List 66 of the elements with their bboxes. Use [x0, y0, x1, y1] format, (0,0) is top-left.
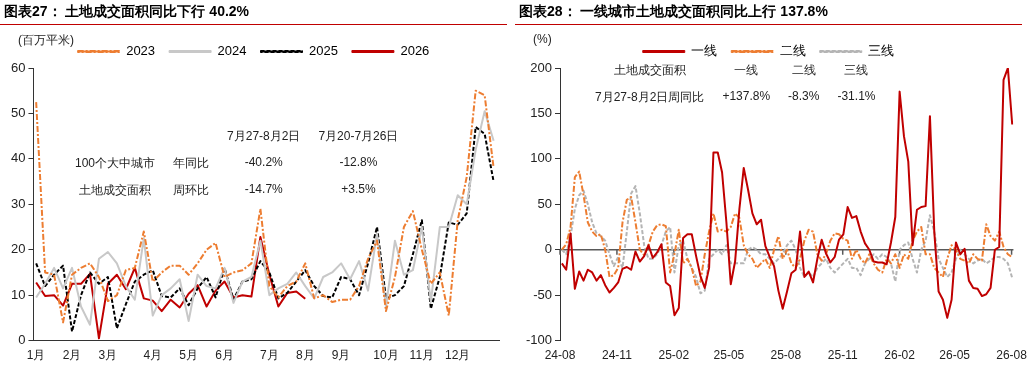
x-tick-label: 25-05 — [713, 348, 745, 363]
annotation: 周环比 — [173, 182, 210, 199]
x-tick-label: 26-08 — [996, 348, 1028, 363]
line-series — [560, 170, 1014, 288]
legend-label: 一线 — [691, 43, 718, 59]
annotation: +3.5% — [340, 182, 377, 198]
annotation: 7月27-8月2日 — [227, 128, 301, 145]
x-tick-label: 7月 — [260, 348, 279, 363]
x-tick-label: 24-11 — [602, 348, 633, 363]
chart-title: 图表28： 一线城市土地成交面积同比上行 137.8% — [515, 0, 1022, 25]
y-tick-label: 0 — [18, 332, 26, 348]
x-tick-label: 25-08 — [770, 348, 802, 363]
x-tick-label: 11月 — [409, 348, 435, 363]
annotation: 100个大中城市 — [75, 155, 156, 172]
line-series — [560, 185, 1014, 295]
x-tick-label: 25-11 — [827, 348, 858, 363]
y-tick-label: 200 — [530, 59, 553, 75]
annotation: +137.8% — [722, 89, 771, 105]
annotation: 7月20-7月26日 — [318, 128, 399, 145]
y-tick-label: 50 — [10, 105, 26, 121]
x-tick-label: 4月 — [143, 348, 163, 363]
annotation: -14.7% — [243, 182, 284, 198]
legend-label: 二线 — [779, 43, 806, 59]
x-tick-label: 24-08 — [544, 348, 576, 363]
x-tick-label: 12月 — [445, 348, 471, 363]
legend-label: 2023 — [126, 43, 156, 59]
annotation: 三线 — [843, 62, 870, 79]
y-tick-label: 150 — [530, 105, 553, 121]
x-tick-label: 9月 — [331, 348, 351, 363]
annotation: 土地成交面积 — [78, 182, 152, 199]
annotation: -12.8% — [338, 155, 379, 171]
x-tick-label: 6月 — [215, 348, 234, 363]
legend-label: 2025 — [309, 43, 338, 59]
y-tick-label: 0 — [544, 241, 553, 257]
chart-title: 图表27： 土地成交面积同比下行 40.2% — [0, 0, 507, 25]
x-tick-label: 2月 — [62, 348, 82, 363]
annotation: 土地成交面积 — [612, 62, 687, 79]
y-tick-label: 30 — [10, 195, 26, 211]
x-tick-label: 10月 — [373, 348, 399, 363]
x-tick-label: 25-02 — [658, 348, 690, 363]
x-tick-label: 26-05 — [939, 348, 971, 363]
x-tick-label: 3月 — [98, 348, 118, 363]
y-tick-label: 60 — [10, 59, 26, 75]
annotation: -8.3% — [788, 89, 820, 105]
legend-label: 2026 — [400, 43, 430, 59]
annotation: 二线 — [790, 62, 817, 79]
annotation: 7月27-8月2日周同比 — [595, 89, 705, 106]
y-tick-label: 20 — [10, 241, 26, 257]
x-tick-label: 5月 — [179, 348, 198, 363]
y-tick-label: 10 — [10, 286, 26, 302]
y-axis-title: (%) — [533, 32, 552, 46]
y-tick-label: -100 — [525, 332, 553, 348]
annotation: -31.1% — [837, 89, 876, 105]
annotation: 一线 — [733, 62, 760, 79]
x-tick-label: 26-02 — [884, 348, 916, 363]
annotation: 年同比 — [173, 155, 210, 172]
legend-label: 2024 — [217, 43, 247, 59]
x-tick-label: 1月 — [26, 348, 46, 363]
y-tick-label: 50 — [537, 195, 553, 211]
annotation: -40.2% — [243, 155, 284, 171]
y-tick-label: 100 — [530, 150, 553, 166]
y-tick-label: 40 — [10, 150, 26, 166]
legend-label: 三线 — [868, 43, 895, 59]
y-tick-label: -50 — [533, 286, 553, 302]
y-axis-title: (百万平米) — [18, 32, 74, 49]
x-tick-label: 8月 — [295, 348, 315, 363]
